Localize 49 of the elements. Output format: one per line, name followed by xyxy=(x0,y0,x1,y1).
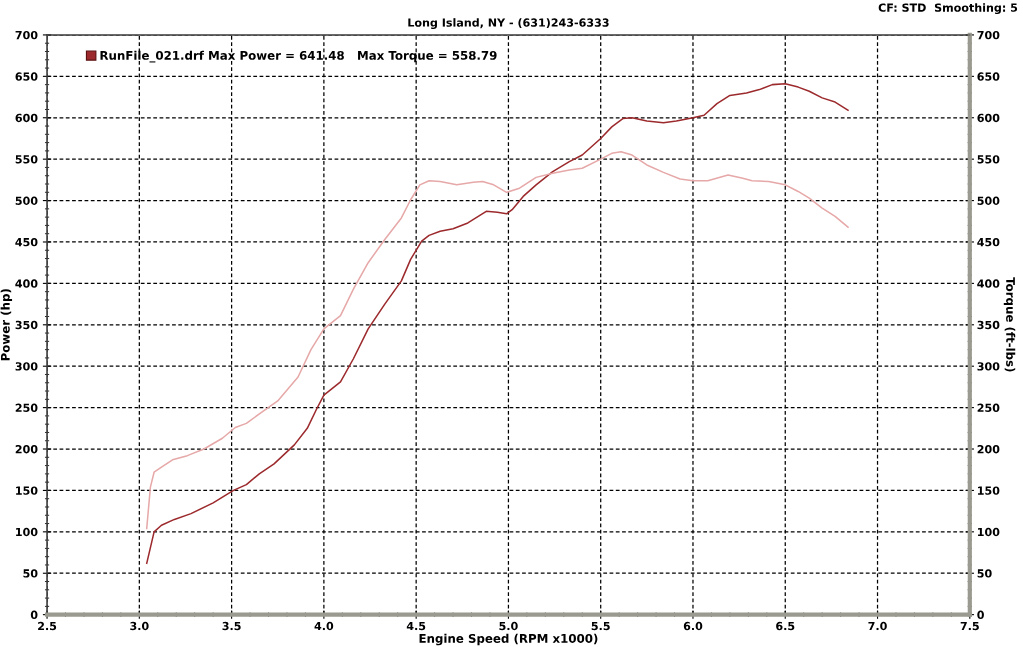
y2-axis-title: Torque (ft-lbs) xyxy=(1003,277,1016,372)
y-tick-label: 400 xyxy=(15,279,38,288)
y2-tick-label: 250 xyxy=(977,403,1000,412)
x-tick-label: 4.5 xyxy=(406,621,426,631)
line-series xyxy=(145,150,849,530)
y2-tick-label: 300 xyxy=(977,362,1000,371)
y2-tick-label: 700 xyxy=(977,30,1000,40)
y2-tick-label: 150 xyxy=(978,486,1000,495)
x-tick-label: 5.0 xyxy=(499,621,518,631)
y-tick-label: 650 xyxy=(15,72,38,81)
x-tick-label: 6.0 xyxy=(683,621,703,631)
x-tick-label: 4.0 xyxy=(314,621,334,631)
x-tick-label: 3.5 xyxy=(222,621,241,631)
y-tick-label: 550 xyxy=(15,155,38,164)
y2-tick-label: 550 xyxy=(977,155,1000,164)
x-tick-label: 7.5 xyxy=(960,621,979,631)
y-tick-label: 200 xyxy=(15,444,38,454)
text: CF: STD Smoothing: 5 xyxy=(878,3,1018,15)
y-tick-label: 450 xyxy=(15,237,38,247)
y-tick-label: 50 xyxy=(23,569,38,578)
y-tick-label: 0 xyxy=(30,610,38,620)
y2-tick-label: 600 xyxy=(977,113,1000,123)
x-tick-label: 6.5 xyxy=(776,621,795,631)
x-tick-label: 7.0 xyxy=(868,621,887,631)
legend-label: RunFile_021.drf Max Power = 641.48 Max Torque = 558.79 xyxy=(100,50,497,63)
y-axis-title: Power (hp) xyxy=(0,289,13,361)
x-tick-label: 3.0 xyxy=(130,621,149,631)
y2-tick-label: 350 xyxy=(977,320,1000,330)
y-tick-label: 150 xyxy=(16,486,38,495)
y-tick-label: 500 xyxy=(15,196,38,205)
line-series xyxy=(145,83,849,565)
y2-tick-label: 100 xyxy=(978,527,1000,537)
chart-title: Long Island, NY - (631)243-6333 xyxy=(408,18,609,29)
y-tick-label: 600 xyxy=(15,113,38,123)
x-tick-label: 5.5 xyxy=(591,621,610,631)
y2-tick-label: 0 xyxy=(977,610,984,620)
y-tick-label: 250 xyxy=(15,403,38,412)
y-tick-label: 700 xyxy=(15,30,38,40)
y2-tick-label: 400 xyxy=(977,279,1000,288)
y2-tick-label: 50 xyxy=(977,569,992,578)
y-tick-label: 100 xyxy=(16,527,38,537)
x-tick-label: 2.5 xyxy=(38,621,57,631)
x-axis-title: Engine Speed (RPM x1000) xyxy=(419,633,598,646)
y2-tick-label: 200 xyxy=(977,444,1000,454)
y-tick-label: 300 xyxy=(15,362,38,371)
y2-tick-label: 650 xyxy=(977,72,1000,81)
y2-tick-label: 500 xyxy=(977,196,1000,205)
y2-tick-label: 450 xyxy=(977,237,1000,247)
y-tick-label: 350 xyxy=(15,320,38,330)
